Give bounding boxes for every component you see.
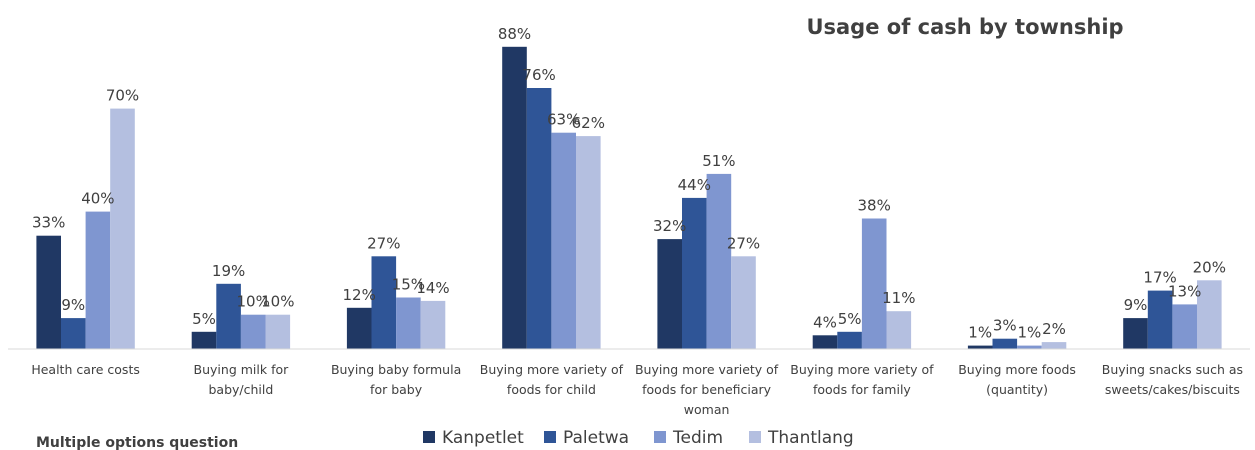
bar-kanpetlet-cat1 — [36, 236, 61, 349]
legend-item-thantlang: Thantlang — [749, 428, 854, 448]
multiple-options-note: Multiple options question — [36, 435, 238, 450]
legend-label-paletwa: Paletwa — [563, 428, 629, 448]
data-label-kanpetlet-cat5: 32% — [653, 217, 686, 235]
category-label-1: Health care costs — [31, 362, 140, 377]
bar-tedim-cat7 — [1017, 346, 1042, 349]
data-label-kanpetlet-cat1: 33% — [32, 214, 65, 232]
data-label-tedim-cat1: 40% — [81, 190, 114, 208]
data-labels-group: 33%9%40%70%5%19%10%10% 12%27%15%14%88%76%… — [32, 25, 1226, 342]
data-label-thantlang-cat5: 27% — [727, 234, 760, 252]
category-label-7: Buying more foods (quantity) — [958, 362, 1076, 397]
data-label-tedim-cat6: 38% — [858, 197, 891, 215]
legend-item-tedim: Tedim — [654, 428, 723, 448]
data-label-paletwa-cat4: 76% — [522, 66, 555, 84]
data-label-thantlang-cat6: 11% — [882, 289, 915, 307]
bar-kanpetlet-cat8 — [1123, 318, 1148, 349]
data-label-thantlang-cat3: 14% — [416, 279, 449, 297]
bar-thantlang-cat3 — [421, 301, 446, 349]
legend-swatch-tedim — [654, 431, 666, 443]
data-label-kanpetlet-cat3: 12% — [343, 286, 376, 304]
data-label-tedim-cat7: 1% — [1018, 324, 1042, 342]
category-label-3: Buying baby formula for baby — [331, 362, 461, 397]
bar-tedim-cat6 — [862, 219, 887, 350]
data-label-kanpetlet-cat4: 88% — [498, 25, 531, 43]
data-label-kanpetlet-cat6: 4% — [813, 313, 837, 331]
bar-kanpetlet-cat3 — [347, 308, 372, 349]
data-label-paletwa-cat5: 44% — [678, 176, 711, 194]
data-label-paletwa-cat3: 27% — [367, 234, 400, 252]
legend-label-thantlang: Thantlang — [767, 428, 854, 448]
data-label-thantlang-cat7: 2% — [1042, 320, 1066, 338]
data-label-paletwa-cat1: 9% — [61, 296, 85, 314]
data-label-kanpetlet-cat7: 1% — [968, 324, 992, 342]
bar-thantlang-cat4 — [576, 136, 601, 349]
data-label-tedim-cat5: 51% — [702, 152, 735, 170]
bar-thantlang-cat7 — [1042, 342, 1067, 349]
data-label-tedim-cat8: 13% — [1168, 282, 1201, 300]
data-label-thantlang-cat2: 10% — [261, 293, 294, 311]
data-label-paletwa-cat6: 5% — [838, 310, 862, 328]
category-label-2: Buying milk for baby/child — [194, 362, 290, 397]
bar-tedim-cat2 — [241, 315, 266, 349]
bar-paletwa-cat7 — [993, 339, 1018, 349]
data-label-thantlang-cat8: 20% — [1193, 258, 1226, 276]
category-label-5: Buying more variety of foods for benefici… — [635, 362, 779, 417]
data-label-paletwa-cat2: 19% — [212, 262, 245, 280]
category-label-8: Buying snacks such as sweets/cakes/biscui… — [1102, 362, 1243, 397]
bar-thantlang-cat2 — [266, 315, 291, 349]
legend-swatch-paletwa — [544, 431, 556, 443]
bar-tedim-cat5 — [707, 174, 732, 349]
bar-kanpetlet-cat4 — [502, 47, 527, 349]
chart-title: Usage of cash by township — [806, 15, 1123, 39]
data-label-paletwa-cat7: 3% — [993, 317, 1017, 335]
data-label-thantlang-cat4: 62% — [572, 114, 605, 132]
bar-thantlang-cat5 — [731, 256, 756, 349]
legend-swatch-thantlang — [749, 431, 761, 443]
bar-tedim-cat8 — [1172, 304, 1197, 349]
legend: Kanpetlet Paletwa Tedim Thantlang — [423, 428, 854, 448]
bar-tedim-cat1 — [86, 212, 111, 349]
bar-kanpetlet-cat6 — [813, 335, 838, 349]
category-labels-group: Health care costs Buying milk for baby/chi… — [31, 362, 1243, 417]
bar-paletwa-cat6 — [837, 332, 862, 349]
legend-swatch-kanpetlet — [423, 431, 435, 443]
bar-tedim-cat4 — [551, 133, 576, 349]
category-label-4: Buying more variety of foods for child — [480, 362, 624, 397]
data-label-kanpetlet-cat2: 5% — [192, 310, 216, 328]
bar-paletwa-cat1 — [61, 318, 86, 349]
legend-item-kanpetlet: Kanpetlet — [423, 428, 524, 448]
bar-kanpetlet-cat2 — [192, 332, 217, 349]
bars-group — [36, 47, 1221, 349]
legend-label-kanpetlet: Kanpetlet — [442, 428, 524, 448]
data-label-kanpetlet-cat8: 9% — [1124, 296, 1148, 314]
bar-thantlang-cat6 — [887, 311, 912, 349]
bar-tedim-cat3 — [396, 298, 421, 350]
bar-kanpetlet-cat7 — [968, 346, 993, 349]
legend-label-tedim: Tedim — [672, 428, 723, 448]
data-label-thantlang-cat1: 70% — [106, 87, 139, 105]
bar-thantlang-cat1 — [110, 109, 135, 349]
category-label-6: Buying more variety of foods for family — [790, 362, 934, 397]
bar-kanpetlet-cat5 — [657, 239, 682, 349]
legend-item-paletwa: Paletwa — [544, 428, 629, 448]
